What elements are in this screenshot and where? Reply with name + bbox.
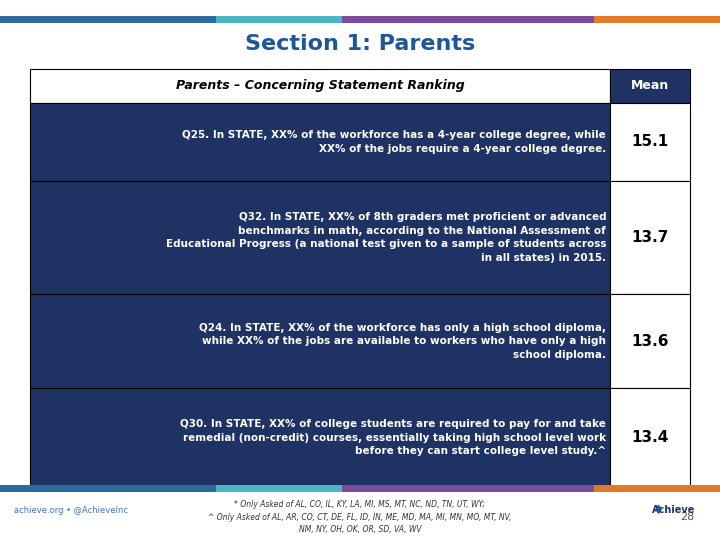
Bar (610, 388, 690, 487)
Bar (594, 485, 720, 492)
Bar (216, 485, 342, 492)
Bar (610, 69, 690, 103)
Bar (0, 485, 216, 492)
Bar (342, 16, 594, 23)
Text: Section 1: Parents: Section 1: Parents (245, 34, 475, 55)
Text: Q25. In STATE, XX% of the workforce has a 4-year college degree, while
XX% of th: Q25. In STATE, XX% of the workforce has … (182, 130, 606, 154)
Bar (0, 16, 216, 23)
Bar (30, 294, 610, 388)
Bar (30, 181, 610, 294)
Text: Mean: Mean (631, 79, 669, 92)
Text: Q24. In STATE, XX% of the workforce has only a high school diploma,
while XX% of: Q24. In STATE, XX% of the workforce has … (199, 322, 606, 360)
Bar (30, 388, 610, 487)
Text: 28: 28 (680, 512, 695, 522)
Bar (610, 181, 690, 294)
Text: Q32. In STATE, XX% of 8th graders met proficient or advanced
benchmarks in math,: Q32. In STATE, XX% of 8th graders met pr… (166, 212, 606, 263)
Text: Parents – Concerning Statement Ranking: Parents – Concerning Statement Ranking (176, 79, 464, 92)
Bar (610, 103, 690, 181)
Text: achieve.org • @AchieveInc: achieve.org • @AchieveInc (14, 506, 128, 515)
Text: Q30. In STATE, XX% of college students are required to pay for and take
remedial: Q30. In STATE, XX% of college students a… (181, 419, 606, 456)
Text: 13.6: 13.6 (631, 334, 669, 349)
Bar (216, 16, 342, 23)
Bar (342, 485, 594, 492)
Text: 13.4: 13.4 (631, 430, 668, 445)
Bar (610, 294, 690, 388)
Text: ♦: ♦ (653, 504, 665, 517)
Bar (594, 16, 720, 23)
Text: * Only Asked of AL, CO, IL, KY, LA, MI, MS, MT, NC, ND, TN, UT, WY;
^ Only Asked: * Only Asked of AL, CO, IL, KY, LA, MI, … (208, 501, 512, 534)
Text: Achieve: Achieve (652, 505, 695, 515)
Text: 15.1: 15.1 (631, 134, 668, 150)
Text: 13.7: 13.7 (631, 230, 668, 245)
Bar (30, 69, 610, 103)
Bar (30, 103, 610, 181)
